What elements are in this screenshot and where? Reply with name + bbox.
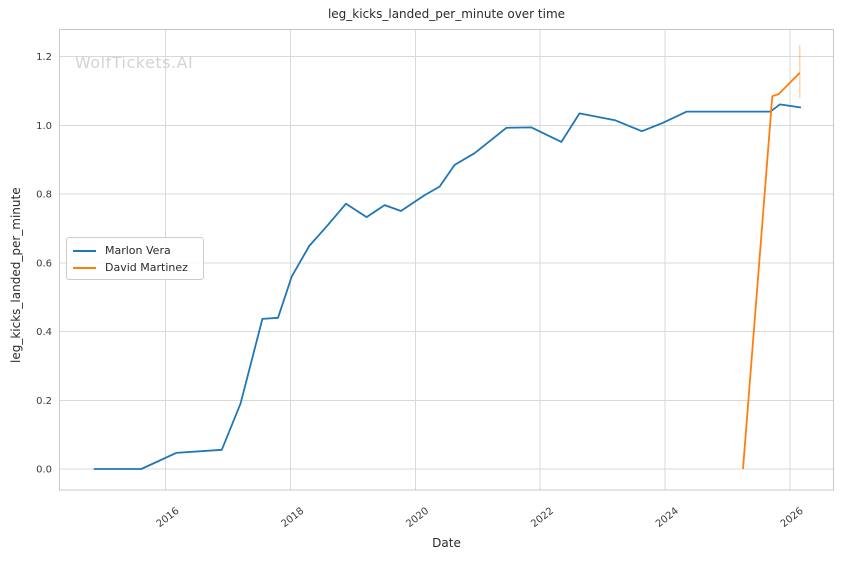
x-tick-label: 2018 <box>279 506 306 530</box>
y-tick-label: 1.0 <box>36 121 52 132</box>
y-axis-label: leg_kicks_landed_per_minute <box>9 187 23 363</box>
legend-line-swatch-david-martinez <box>73 266 96 269</box>
plot-border <box>59 29 834 491</box>
legend-label-marlon-vera: Marlon Vera <box>105 244 171 257</box>
x-tick-label: 2016 <box>155 506 182 530</box>
legend: Marlon Vera David Martinez <box>66 237 204 280</box>
legend-item-david-martinez: David Martinez <box>73 259 197 276</box>
x-tick-label: 2024 <box>654 506 681 530</box>
y-tick-label: 0.8 <box>36 190 52 201</box>
legend-item-marlon-vera: Marlon Vera <box>73 242 197 259</box>
y-tick-label: 1.2 <box>36 52 52 63</box>
chart-title: leg_kicks_landed_per_minute over time <box>327 7 566 21</box>
y-tick-label: 0.0 <box>36 465 52 476</box>
x-tick-label: 2026 <box>779 506 806 530</box>
y-tick-label: 0.6 <box>36 258 52 269</box>
series-line-david-martinez <box>742 72 801 470</box>
y-tick-label: 0.2 <box>36 396 52 407</box>
watermark: WolfTickets.AI <box>75 53 194 72</box>
legend-line-swatch-marlon-vera <box>73 249 96 252</box>
y-tick-label: 0.4 <box>36 327 52 338</box>
x-axis-label: Date <box>432 536 461 550</box>
x-tick-label: 2020 <box>404 506 431 530</box>
x-tick-label: 2022 <box>529 506 556 530</box>
series-line-marlon-vera <box>93 103 802 470</box>
legend-label-david-martinez: David Martinez <box>105 261 188 274</box>
